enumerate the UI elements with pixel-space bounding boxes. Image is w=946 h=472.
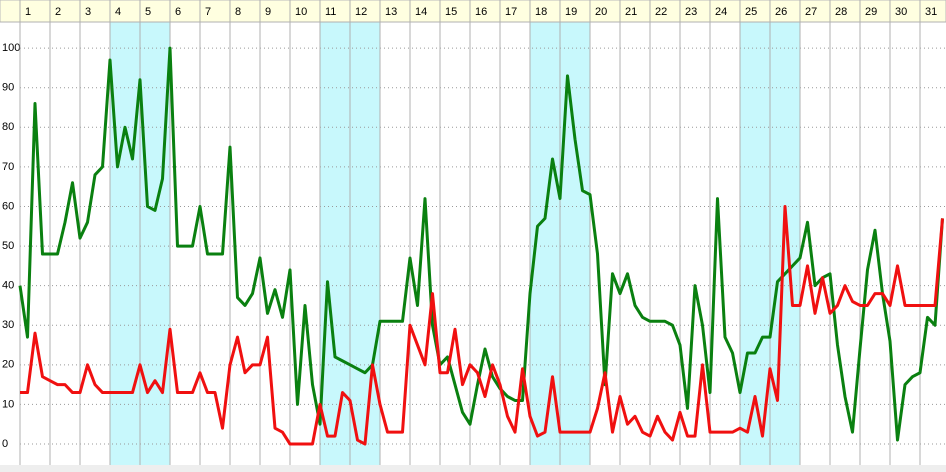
series-line [20, 204, 944, 446]
y-tick-label: 70 [2, 161, 14, 173]
y-tick-label: 10 [2, 398, 14, 410]
y-tick-label: 20 [2, 359, 14, 371]
day-label: 21 [625, 6, 637, 18]
day-label: 10 [295, 6, 307, 18]
day-label: 20 [595, 6, 607, 18]
weekend-shade [320, 22, 350, 465]
y-tick-label: 60 [2, 200, 14, 212]
day-label: 8 [235, 6, 241, 18]
day-label: 23 [685, 6, 697, 18]
y-tick-label: 80 [2, 121, 14, 133]
day-label: 6 [175, 6, 181, 18]
day-label: 11 [325, 6, 336, 18]
day-label: 14 [415, 6, 427, 18]
day-label: 13 [385, 6, 397, 18]
y-tick-label: 90 [2, 82, 14, 94]
day-label: 4 [115, 6, 121, 18]
day-label: 18 [535, 6, 547, 18]
day-label: 24 [715, 6, 727, 18]
weekend-shade [140, 22, 170, 465]
day-label: 22 [655, 6, 667, 18]
day-label: 2 [55, 6, 61, 18]
day-label: 7 [205, 6, 211, 18]
day-label: 17 [505, 6, 517, 18]
weekend-shade [350, 22, 380, 465]
day-label: 9 [265, 6, 271, 18]
y-tick-label: 100 [2, 42, 20, 54]
weekend-shade [110, 22, 140, 465]
day-label: 3 [85, 6, 91, 18]
day-label: 19 [565, 6, 577, 18]
weekend-shade [560, 22, 590, 465]
day-label: 12 [355, 6, 367, 18]
day-label: 29 [865, 6, 877, 18]
day-label: 27 [805, 6, 817, 18]
bottom-strip [0, 465, 946, 472]
weekend-shade [740, 22, 770, 465]
day-label: 16 [475, 6, 487, 18]
day-label: 15 [445, 6, 457, 18]
y-tick-label: 0 [2, 438, 8, 450]
day-label: 30 [895, 6, 907, 18]
y-tick-label: 50 [2, 240, 14, 252]
y-tick-label: 30 [2, 319, 14, 331]
day-label: 26 [775, 6, 787, 18]
day-label: 25 [745, 6, 757, 18]
y-tick-label: 40 [2, 280, 14, 292]
day-label: 31 [925, 6, 937, 18]
day-label: 1 [25, 6, 31, 18]
day-label: 28 [835, 6, 847, 18]
day-label: 5 [145, 6, 151, 18]
